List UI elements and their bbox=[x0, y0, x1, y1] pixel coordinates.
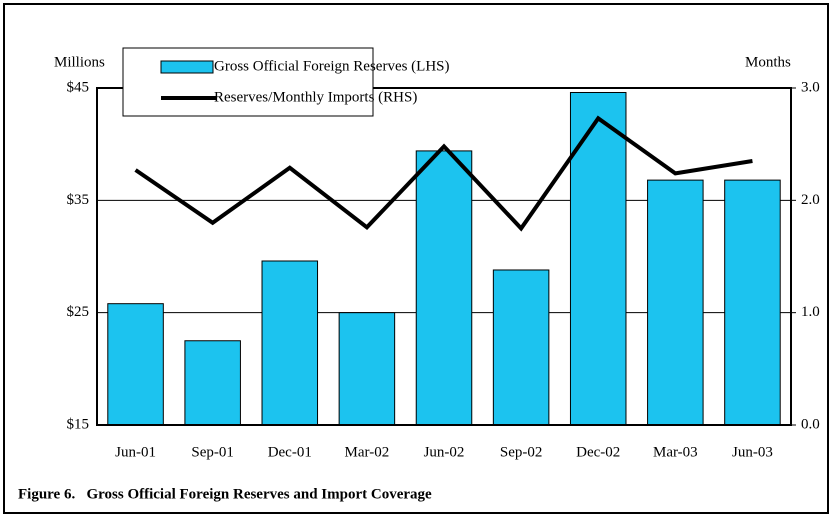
x-tick-label: Dec-02 bbox=[576, 444, 620, 460]
y2-axis-label: Months bbox=[745, 54, 791, 70]
x-tick-label: Jun-01 bbox=[115, 444, 156, 460]
x-tick-label: Sep-01 bbox=[191, 444, 234, 460]
bar bbox=[261, 260, 319, 426]
y-tick-label: $15 bbox=[67, 416, 90, 432]
x-tick-label: Jun-02 bbox=[424, 444, 465, 460]
line bbox=[134, 115, 753, 232]
x-tick-label: Mar-02 bbox=[345, 444, 390, 460]
bar bbox=[569, 91, 627, 426]
y2-tick-label: 0.0 bbox=[801, 416, 820, 432]
bar bbox=[184, 340, 241, 426]
bar bbox=[415, 150, 473, 426]
x-tick-label: Jun-03 bbox=[732, 444, 773, 460]
frame bbox=[3, 3, 829, 514]
x-tick-label: Dec-01 bbox=[268, 444, 312, 460]
bar bbox=[724, 179, 781, 426]
y-axis-label: Millions bbox=[54, 54, 105, 70]
bar bbox=[107, 303, 164, 426]
legend-label: Reserves/Monthly Imports (RHS) bbox=[214, 89, 417, 105]
plot-border bbox=[96, 87, 792, 426]
legend-swatch bbox=[160, 60, 214, 74]
caption: Figure 6. Gross Official Foreign Reserve… bbox=[18, 486, 432, 502]
y-tick-label: $35 bbox=[67, 192, 90, 208]
y2-tick-label: 2.0 bbox=[801, 192, 820, 208]
y-tick-label: $25 bbox=[67, 304, 90, 320]
bar bbox=[647, 179, 704, 426]
legend-label: Gross Official Foreign Reserves (LHS) bbox=[214, 58, 450, 74]
y2-tick-label: 1.0 bbox=[801, 304, 820, 320]
x-tick-label: Mar-03 bbox=[653, 444, 698, 460]
bar bbox=[338, 312, 396, 426]
legend-box bbox=[122, 47, 374, 117]
x-tick-label: Sep-02 bbox=[500, 444, 543, 460]
y2-tick-label: 3.0 bbox=[801, 79, 820, 95]
bar bbox=[492, 269, 550, 426]
y-tick-label: $45 bbox=[67, 79, 90, 95]
